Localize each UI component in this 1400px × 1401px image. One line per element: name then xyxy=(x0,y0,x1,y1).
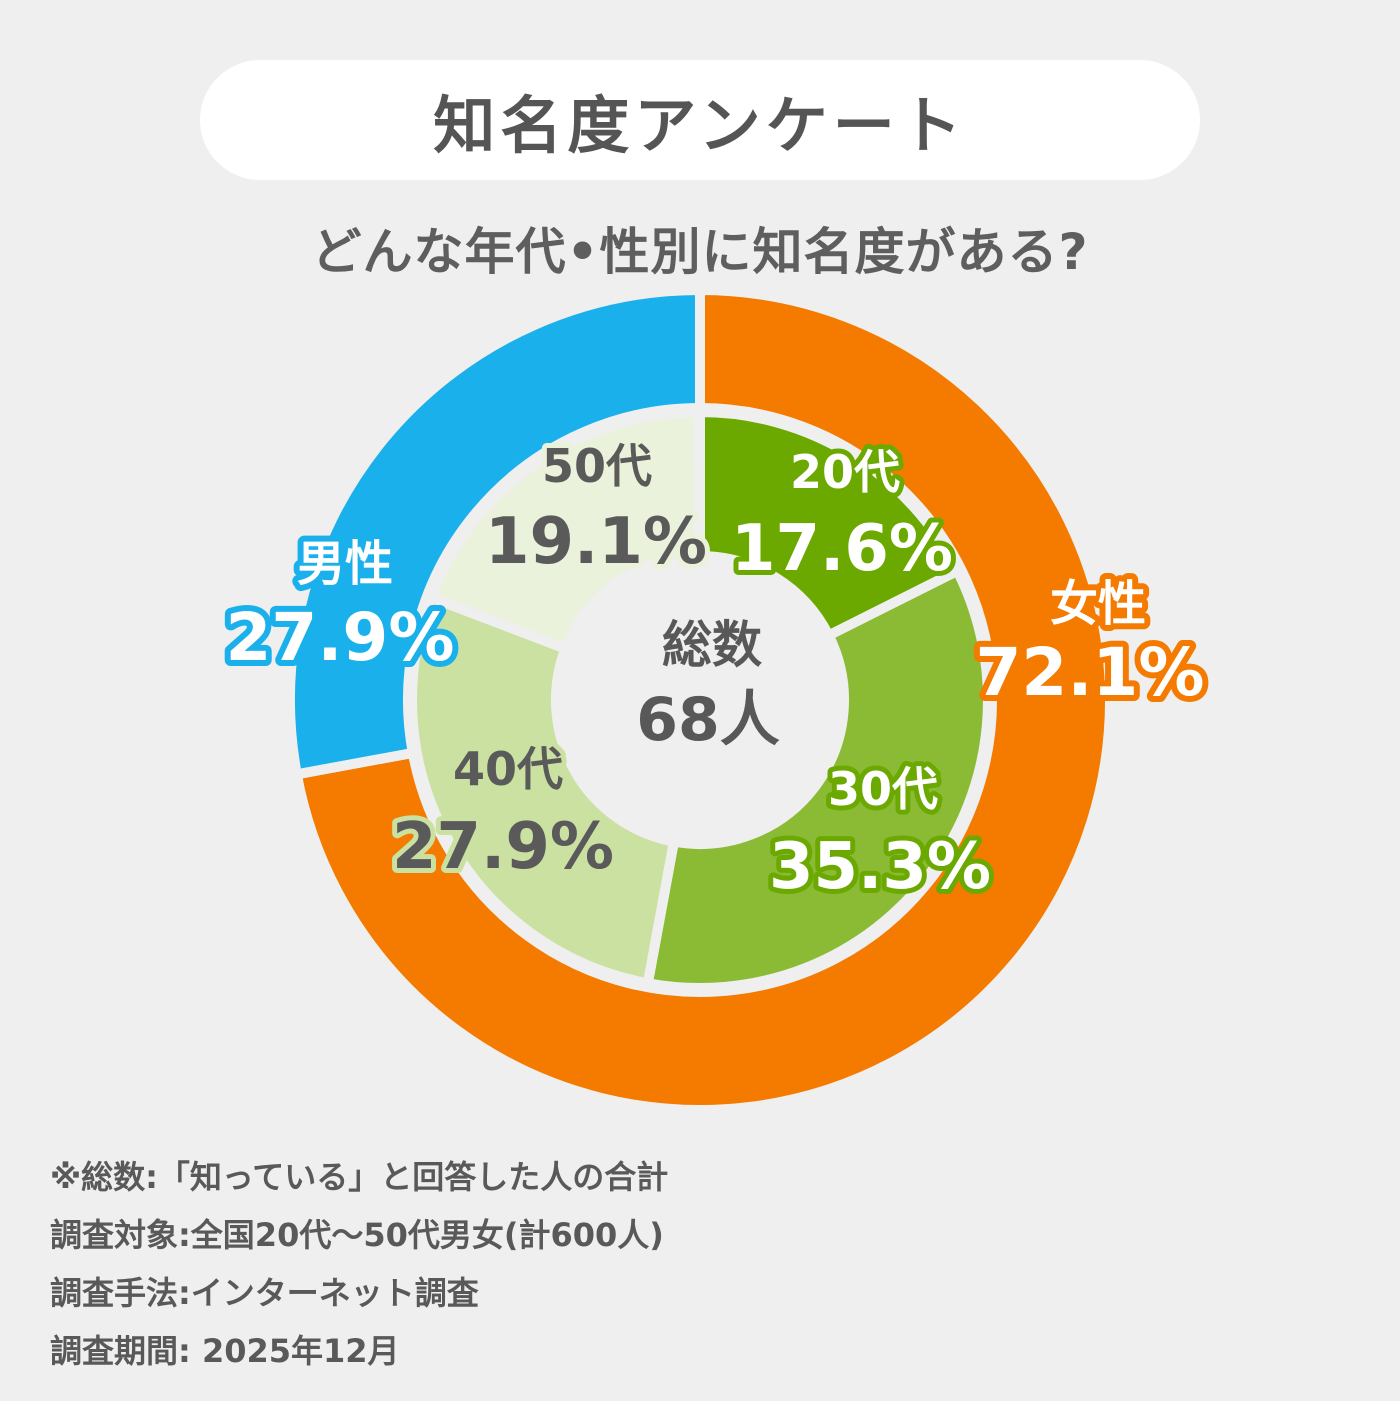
center-label: 総数 xyxy=(662,616,762,674)
slice-name-age30: 30代 xyxy=(828,762,938,816)
slice-percent-age40: 27.9% xyxy=(392,810,614,884)
slice-name-age50: 50代 xyxy=(542,439,652,493)
note-line: 調査手法:インターネット調査 xyxy=(50,1274,479,1312)
title-pill: 知名度アンケート xyxy=(200,60,1200,180)
note-line: 調査期間: 2025年12月 xyxy=(50,1332,400,1370)
slice-name-age20: 20代 xyxy=(790,445,900,499)
slice-percent-female: 72.1% xyxy=(976,634,1205,711)
chart-subtitle: どんな年代•性別に知名度がある? xyxy=(311,223,1089,281)
center-value: 68人 xyxy=(636,685,780,755)
slice-percent-male: 27.9% xyxy=(226,599,455,676)
note-line: 調査対象:全国20代〜50代男女(計600人) xyxy=(50,1216,664,1254)
chart-title: 知名度アンケート xyxy=(433,89,967,162)
slice-name-female: 女性 xyxy=(1050,576,1146,632)
slice-name-male: 男性 xyxy=(297,536,393,592)
survey-notes: ※総数:「知っている」と回答した人の合計 調査対象:全国20代〜50代男女(計6… xyxy=(50,1148,1350,1380)
slice-name-age40: 40代 xyxy=(453,742,563,796)
donut-center-hole xyxy=(552,552,848,848)
note-line: ※総数:「知っている」と回答した人の合計 xyxy=(50,1158,669,1196)
slice-percent-age20: 17.6% xyxy=(731,512,953,586)
slice-percent-age50: 19.1% xyxy=(485,505,707,579)
slice-percent-age30: 35.3% xyxy=(769,830,991,904)
